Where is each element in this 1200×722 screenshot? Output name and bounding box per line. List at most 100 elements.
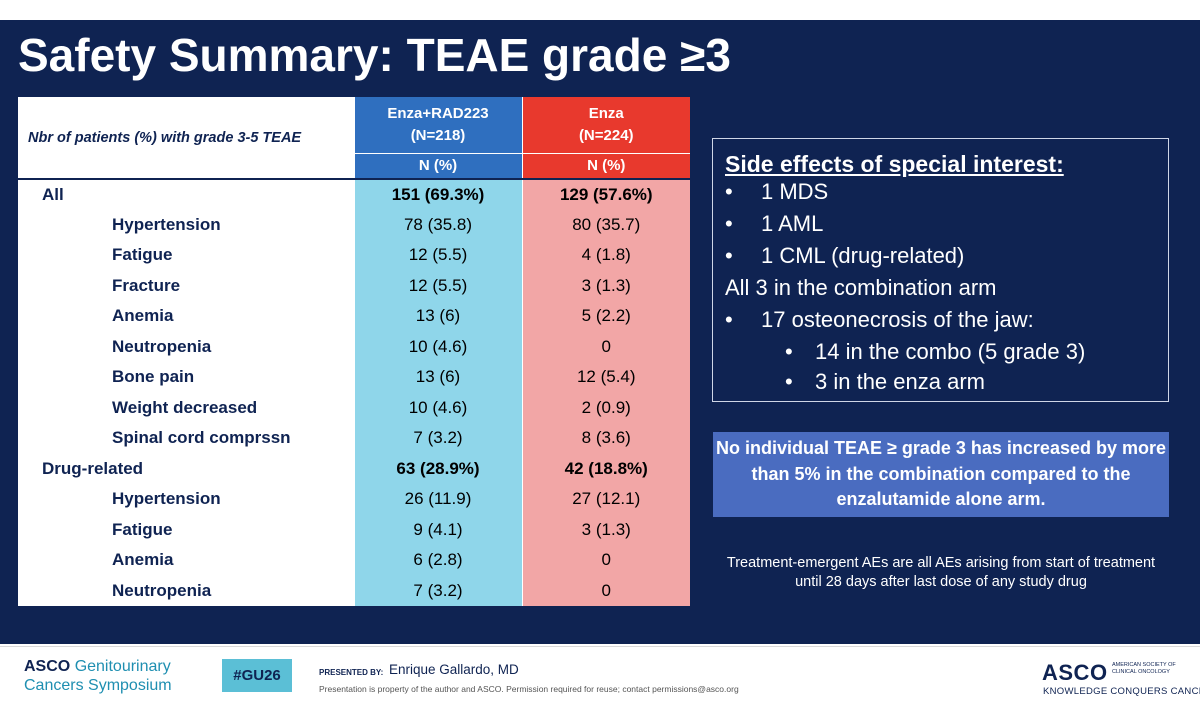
- cell-enza: 3 (1.3): [521, 514, 690, 545]
- asco-logo: ASCO: [1042, 660, 1108, 685]
- col2-unit: N (%): [521, 152, 690, 179]
- col2-header: Enza (N=224): [521, 97, 690, 153]
- symposium-logo-line2: Cancers Symposium: [24, 677, 172, 694]
- side-effects-title: Side effects of special interest:: [725, 151, 1064, 177]
- safety-table: Nbr of patients (%) with grade 3-5 TEAE …: [18, 97, 690, 606]
- col1-unit: N (%): [353, 152, 522, 179]
- cell-enza: 42 (18.8%): [521, 453, 690, 484]
- side-effect-text: 1 AML: [761, 211, 824, 236]
- cell-enza-rad: 7 (3.2): [353, 575, 522, 606]
- bullet-icon: •: [725, 179, 733, 204]
- asco-tagline: KNOWLEDGE CONQUERS CANCER: [1043, 686, 1200, 697]
- bullet-icon: •: [725, 307, 733, 332]
- side-effect-text: 1 CML (drug-related): [761, 243, 965, 268]
- row-label: Hypertension: [112, 489, 221, 509]
- col1-name: Enza+RAD223: [387, 104, 489, 122]
- bullet-icon: •: [725, 243, 733, 268]
- table-row: Anemia 6 (2.8) 0: [18, 545, 690, 576]
- cell-enza: 129 (57.6%): [521, 178, 690, 210]
- cell-enza-rad: 151 (69.3%): [353, 178, 522, 210]
- cell-enza-rad: 10 (4.6): [353, 392, 522, 423]
- table-row: Fatigue 9 (4.1) 3 (1.3): [18, 514, 690, 545]
- table-row: Neutropenia 7 (3.2) 0: [18, 575, 690, 606]
- side-effect-text: 1 MDS: [761, 179, 829, 204]
- table-row: Fatigue 12 (5.5) 4 (1.8): [18, 240, 690, 271]
- table-row: Hypertension 78 (35.8) 80 (35.7): [18, 209, 690, 240]
- cell-enza-rad: 7 (3.2): [353, 423, 522, 454]
- cell-enza-rad: 13 (6): [353, 301, 522, 332]
- table-row: Neutropenia 10 (4.6) 0: [18, 331, 690, 362]
- col1-n: (N=218): [410, 126, 466, 144]
- slide-title: Safety Summary: TEAE grade ≥3: [18, 29, 731, 81]
- cell-enza: 5 (2.2): [521, 301, 690, 332]
- cell-enza-rad: 63 (28.9%): [353, 453, 522, 484]
- col1-header: Enza+RAD223 (N=218): [353, 97, 522, 153]
- cell-enza-rad: 13 (6): [353, 362, 522, 393]
- cell-enza: 80 (35.7): [521, 209, 690, 240]
- cell-enza-rad: 12 (5.5): [353, 270, 522, 301]
- row-label: Anemia: [112, 306, 174, 326]
- cell-enza-rad: 9 (4.1): [353, 514, 522, 545]
- table-row: Weight decreased 10 (4.6) 2 (0.9): [18, 392, 690, 423]
- key-finding-note: No individual TEAE ≥ grade 3 has increas…: [713, 432, 1169, 517]
- row-label: Fracture: [112, 275, 181, 295]
- side-effect-subitem: • 3 in the enza arm: [785, 369, 985, 395]
- table-row: Hypertension 26 (11.9) 27 (12.1): [18, 484, 690, 515]
- side-effect-text: 3 in the enza arm: [815, 369, 985, 394]
- row-label: Anemia: [112, 550, 174, 570]
- row-label: Spinal cord comprssn: [112, 428, 291, 448]
- table-row: Drug-related 63 (28.9%) 42 (18.8%): [18, 453, 690, 484]
- cell-enza: 0: [521, 545, 690, 576]
- side-effects-box: Side effects of special interest: • 1 MDS…: [712, 138, 1169, 402]
- col2-name: Enza: [588, 104, 624, 122]
- cell-enza-rad: 12 (5.5): [353, 240, 522, 271]
- table-row: Spinal cord comprssn 7 (3.2) 8 (3.6): [18, 423, 690, 454]
- bullet-icon: •: [785, 339, 793, 364]
- disclaimer-text: Presentation is property of the author a…: [319, 684, 739, 694]
- teae-definition-footnote: Treatment-emergent AEs are all AEs arisi…: [726, 555, 1156, 590]
- asco-word: ASCO: [24, 658, 71, 675]
- symposium-name: Genitourinary: [74, 658, 171, 675]
- side-effect-summary: All 3 in the combination arm: [725, 275, 997, 300]
- row-label: Hypertension: [112, 214, 221, 234]
- side-effect-item: • 1 MDS: [725, 179, 828, 205]
- presented-by-label: PRESENTED BY:: [319, 668, 384, 677]
- side-effect-item: • 17 osteonecrosis of the jaw:: [725, 307, 1034, 333]
- cell-enza: 12 (5.4): [521, 362, 690, 393]
- row-label: Neutropenia: [112, 336, 212, 356]
- bullet-icon: •: [725, 211, 733, 236]
- side-effect-text: 14 in the combo (5 grade 3): [815, 339, 1086, 364]
- side-effect-item: • 1 CML (drug-related): [725, 243, 964, 269]
- col2-n: (N=224): [578, 126, 634, 144]
- side-effect-subitem: • 14 in the combo (5 grade 3): [785, 339, 1085, 365]
- asco-society-name: AMERICAN SOCIETY OF CLINICAL ONCOLOGY: [1112, 662, 1176, 675]
- row-label: Neutropenia: [112, 580, 212, 600]
- cell-enza: 3 (1.3): [521, 270, 690, 301]
- hashtag-badge: #GU26: [222, 659, 292, 692]
- cell-enza-rad: 10 (4.6): [353, 331, 522, 362]
- cell-enza-rad: 6 (2.8): [353, 545, 522, 576]
- cell-enza: 4 (1.8): [521, 240, 690, 271]
- table-row: All 151 (69.3%) 129 (57.6%): [18, 178, 690, 210]
- row-header-label: Nbr of patients (%) with grade 3-5 TEAE: [28, 129, 302, 146]
- row-label: All: [18, 178, 354, 210]
- cell-enza-rad: 26 (11.9): [353, 484, 522, 515]
- row-label: Drug-related: [42, 458, 144, 478]
- cell-enza: 27 (12.1): [521, 484, 690, 515]
- cell-enza: 0: [521, 575, 690, 606]
- row-label: Weight decreased: [112, 397, 258, 417]
- row-label: Fatigue: [112, 519, 173, 539]
- presenter-name: Enrique Gallardo, MD: [389, 662, 519, 677]
- table-row: Anemia 13 (6) 5 (2.2): [18, 301, 690, 332]
- table-row: Bone pain 13 (6) 12 (5.4): [18, 362, 690, 393]
- side-effect-text: 17 osteonecrosis of the jaw:: [761, 307, 1034, 332]
- row-label: Bone pain: [112, 367, 195, 387]
- cell-enza: 0: [521, 331, 690, 362]
- cell-enza: 8 (3.6): [521, 423, 690, 454]
- symposium-logo-line1: ASCO Genitourinary: [24, 658, 171, 676]
- bullet-icon: •: [785, 369, 793, 394]
- footer-divider: [0, 646, 1200, 647]
- cell-enza-rad: 78 (35.8): [353, 209, 522, 240]
- row-label: Fatigue: [112, 245, 173, 265]
- cell-enza: 2 (0.9): [521, 392, 690, 423]
